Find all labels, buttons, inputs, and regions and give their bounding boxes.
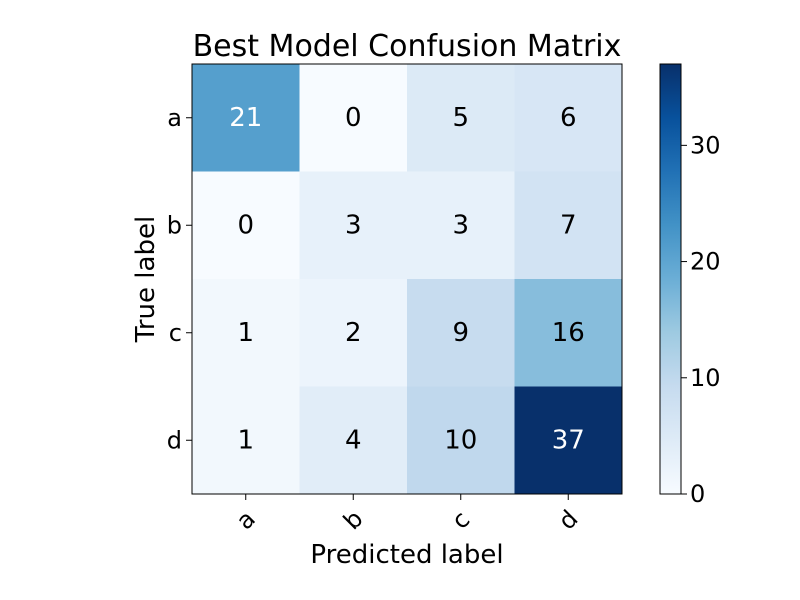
- x-tick-label: b: [338, 505, 369, 536]
- colorbar-tick-label: 0: [690, 480, 705, 508]
- cell-value-label: 1: [237, 318, 254, 348]
- heatmap-cell: [407, 279, 515, 387]
- heatmap-cell: [407, 386, 515, 495]
- cell-value-label: 21: [229, 103, 262, 133]
- cell-value-label: 10: [444, 425, 477, 455]
- heatmap-cell: [407, 64, 515, 172]
- cell-value-label: 0: [345, 103, 362, 133]
- heatmap-cells: [192, 64, 623, 495]
- y-tick-label: c: [169, 319, 182, 347]
- cell-value-label: 0: [237, 210, 254, 240]
- cell-value-label: 6: [560, 103, 577, 133]
- plot-frame: [191, 63, 623, 495]
- y-axis-label: True label: [131, 216, 161, 343]
- colorbar-tick-label: 30: [690, 131, 721, 159]
- x-tick-label: d: [553, 505, 584, 536]
- heatmap-cell: [299, 386, 408, 495]
- heatmap-cell-labels: 21 0 5 60 3 3 71 2 9 161 4 10 37: [229, 103, 585, 456]
- cell-value-label: 16: [552, 318, 585, 348]
- heatmap-cell: [192, 171, 300, 280]
- heatmap-cell: [192, 386, 300, 495]
- cell-value-label: 3: [345, 210, 362, 240]
- x-tick-label: a: [231, 505, 261, 535]
- colorbar: [659, 63, 682, 495]
- y-tick-label: b: [167, 211, 182, 239]
- cell-value-label: 3: [452, 210, 469, 240]
- heatmap-cell: [192, 279, 300, 387]
- cell-value-label: 5: [452, 103, 469, 133]
- y-tick-label: a: [167, 104, 182, 132]
- cell-value-label: 2: [345, 318, 362, 348]
- heatmap-cell: [514, 279, 623, 387]
- x-axis-ticks: a b c d: [231, 494, 584, 535]
- heatmap-cell: [299, 64, 408, 172]
- colorbar-tick-label: 10: [690, 364, 721, 392]
- heatmap-cell: [514, 64, 623, 172]
- chart-title: Best Model Confusion Matrix: [193, 29, 622, 64]
- colorbar-tick-label: 20: [690, 248, 721, 276]
- heatmap-cell: [192, 64, 300, 172]
- cell-value-label: 9: [452, 318, 469, 348]
- cell-value-label: 37: [552, 425, 585, 455]
- heatmap-cell: [514, 386, 623, 495]
- heatmap-cell: [299, 279, 408, 387]
- cell-value-label: 7: [560, 210, 577, 240]
- colorbar-ticks: 0 10 20 30: [681, 131, 721, 508]
- y-tick-label: d: [167, 426, 182, 454]
- heatmap-cell: [299, 171, 408, 280]
- heatmap-cell: [407, 171, 515, 280]
- cell-value-label: 4: [345, 425, 362, 455]
- x-axis-label: Predicted label: [310, 540, 503, 570]
- heatmap-cell: [514, 171, 623, 280]
- cell-value-label: 1: [237, 425, 254, 455]
- y-axis-ticks: a b c d: [167, 104, 192, 454]
- x-tick-label: c: [446, 505, 475, 534]
